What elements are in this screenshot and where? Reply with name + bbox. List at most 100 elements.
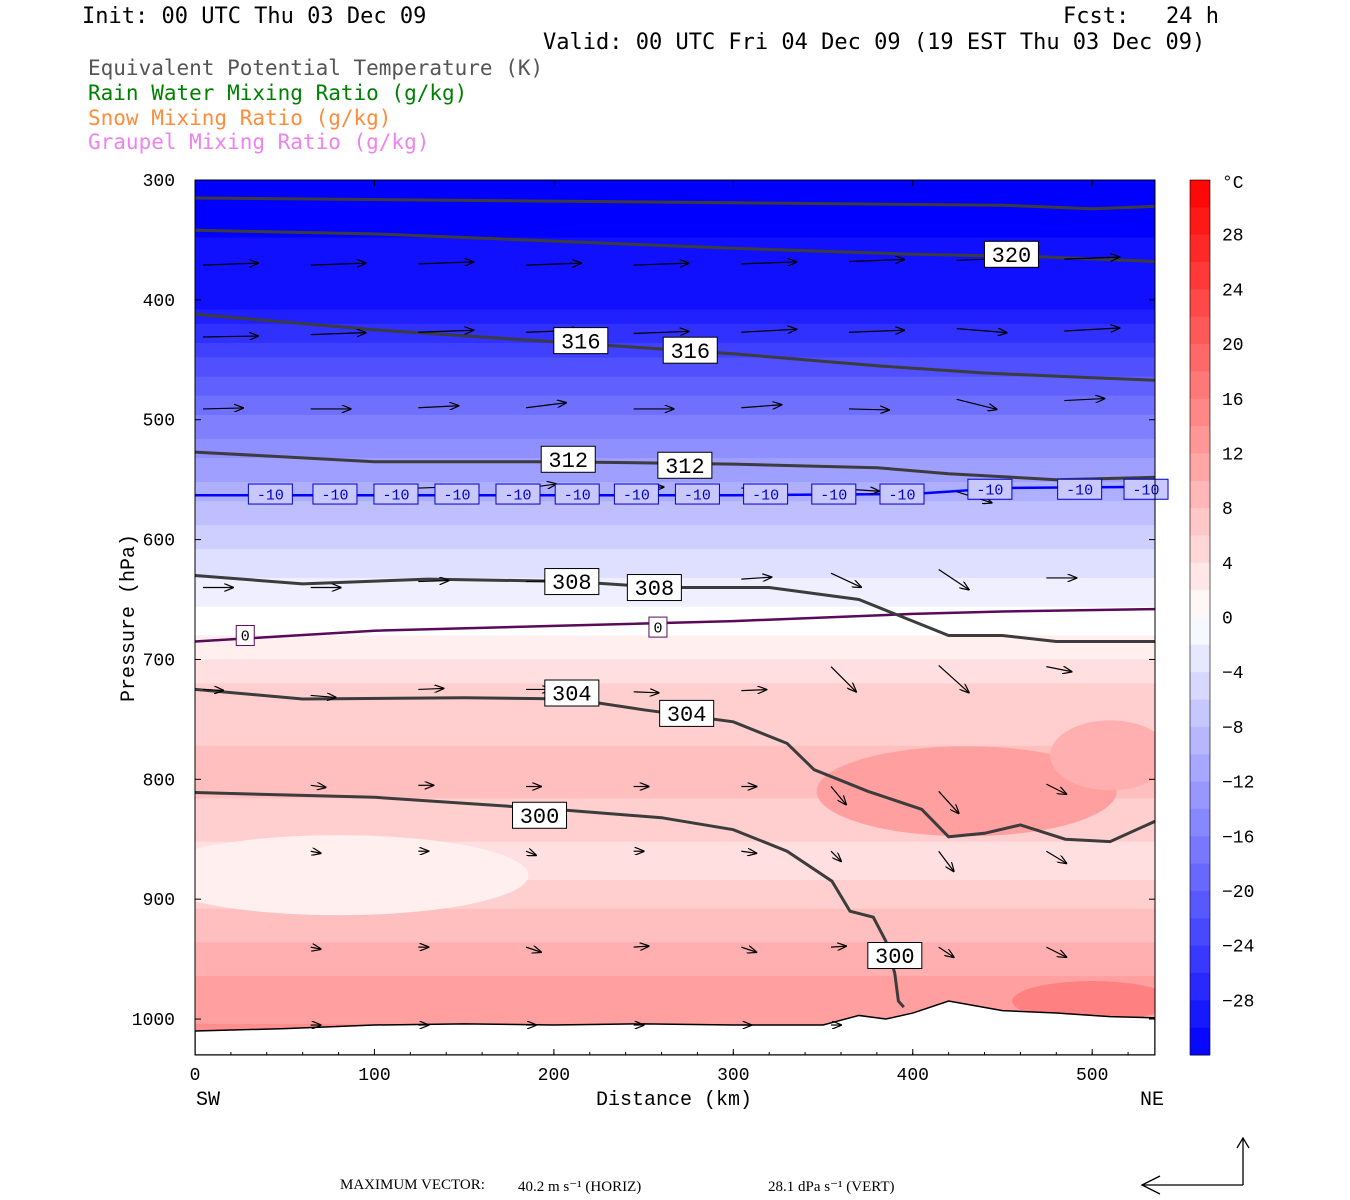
- temperature-band: [195, 645, 1155, 651]
- ground: [195, 1000, 1155, 1055]
- temperature-band: [195, 764, 1155, 771]
- colorbar-segment: [1190, 644, 1210, 673]
- temperature-band: [195, 999, 1155, 1006]
- svg-text:312: 312: [665, 455, 705, 480]
- temperature-band: [195, 731, 1155, 737]
- temperature-band: [195, 213, 1155, 219]
- wind-vector: [525, 851, 536, 855]
- temperature-band: [195, 851, 1155, 857]
- temperature-band: [195, 975, 1155, 982]
- temperature-band: [195, 266, 1155, 272]
- temperature-band: [195, 419, 1155, 426]
- colorbar-tick-label: 20: [1222, 336, 1244, 356]
- isotherm-label: -10: [879, 483, 925, 505]
- temperature-band: [195, 515, 1155, 522]
- y-tick-label: 600: [143, 532, 175, 552]
- max-vector-horizontal: 40.2 m s⁻¹ (HORIZ): [518, 1179, 642, 1195]
- temperature-band: [195, 218, 1155, 224]
- temperature-band: [195, 669, 1155, 675]
- isotherm-label: -10: [1123, 478, 1169, 500]
- max-vector-label: MAXIMUM VECTOR:: [340, 1177, 485, 1193]
- valid-time: Valid: 00 UTC Fri 04 Dec 09 (19 EST Thu …: [543, 30, 1206, 55]
- temperature-band: [195, 424, 1155, 430]
- colorbar-segment: [1190, 180, 1210, 208]
- theta-e-label: 300: [867, 942, 923, 970]
- x-axis-label: Distance (km): [596, 1089, 752, 1112]
- temperature-band: [195, 664, 1155, 670]
- temperature-band: [195, 961, 1155, 967]
- x-tick-label: 400: [897, 1066, 929, 1086]
- temperature-band: [195, 381, 1155, 387]
- temperature-band: [195, 635, 1155, 641]
- temperature-band: [195, 1019, 1155, 1025]
- temperature-band: [195, 683, 1155, 689]
- theta-e-line: [195, 574, 1155, 643]
- temperature-band: [195, 750, 1155, 756]
- temperature-band: [195, 956, 1155, 963]
- wind-vector: [633, 263, 689, 265]
- temperature-band: [195, 640, 1155, 646]
- colorbar-segment: [1190, 262, 1210, 290]
- wind-vector: [741, 851, 756, 853]
- isotherm-label: -10: [434, 483, 480, 505]
- wind-vector: [848, 409, 889, 410]
- svg-text:308: 308: [552, 571, 592, 596]
- temperature-band: [195, 779, 1155, 785]
- temperature-band: [195, 434, 1155, 440]
- colorbar-segment: [1190, 234, 1210, 263]
- isotherm-label: -10: [811, 483, 857, 505]
- temperature-band: [195, 299, 1155, 306]
- isotherm-label: -10: [967, 478, 1013, 500]
- wind-vector: [202, 408, 243, 409]
- colorbar-segment: [1190, 508, 1210, 536]
- temperature-band: [195, 980, 1155, 987]
- x-end-left-label: SW: [196, 1089, 220, 1112]
- contour-labels: 300 300 304 304 308 308 312 312 316 316 320 -10 -10 -…: [235, 240, 1169, 970]
- y-tick-label: 400: [143, 292, 175, 312]
- temperature-band: [195, 438, 1155, 445]
- wind-vector: [830, 850, 841, 861]
- temperature-band: [195, 366, 1155, 373]
- colorbar-tick-label: 0: [1222, 610, 1233, 630]
- x-tick-label: 100: [358, 1066, 390, 1086]
- wind-vector: [525, 947, 541, 952]
- temperature-band: [195, 568, 1155, 574]
- temperature-band: [195, 971, 1155, 977]
- temperature-band: [195, 290, 1155, 296]
- colorbar-segment: [1190, 426, 1210, 454]
- theta-e-label: 304: [544, 679, 600, 708]
- wind-vector: [741, 690, 766, 691]
- max-vector-vertical: 28.1 dPa s⁻¹ (VERT): [768, 1179, 895, 1195]
- temperature-band: [195, 184, 1155, 191]
- colorbar-tick-label: −16: [1222, 828, 1254, 848]
- temperature-band: [195, 223, 1155, 229]
- temperature-band: [195, 180, 1155, 186]
- wind-vector: [741, 405, 781, 408]
- temperature-band: [195, 477, 1155, 483]
- y-tick-label: 1000: [132, 1011, 175, 1031]
- temperature-band: [195, 927, 1155, 934]
- isotherm-label: -10: [312, 483, 358, 505]
- temperature-band: [195, 256, 1155, 263]
- colorbar-tick-label: −4: [1222, 664, 1244, 684]
- colorbar-tick-label: −8: [1222, 719, 1244, 739]
- isotherm-label: 0: [235, 624, 255, 646]
- colorbar-segment: [1190, 535, 1210, 564]
- wind-vector: [1064, 399, 1104, 401]
- temperature-band: [195, 918, 1155, 924]
- temperature-band: [195, 530, 1155, 536]
- y-tick-label: 500: [143, 412, 175, 432]
- temperature-band: [195, 788, 1155, 795]
- y-tick-label: 300: [143, 172, 175, 192]
- temperature-band: [195, 280, 1155, 287]
- colorbar-segment: [1190, 781, 1210, 810]
- temperature-band: [195, 827, 1155, 833]
- colorbar-tick-label: −28: [1222, 992, 1254, 1012]
- wind-vector: [633, 692, 659, 693]
- temperature-band: [195, 443, 1155, 450]
- temperature-band: [195, 841, 1155, 848]
- temperature-band: [195, 659, 1155, 665]
- temperature-band: [195, 563, 1155, 569]
- colorbar-unit: °C: [1222, 174, 1244, 194]
